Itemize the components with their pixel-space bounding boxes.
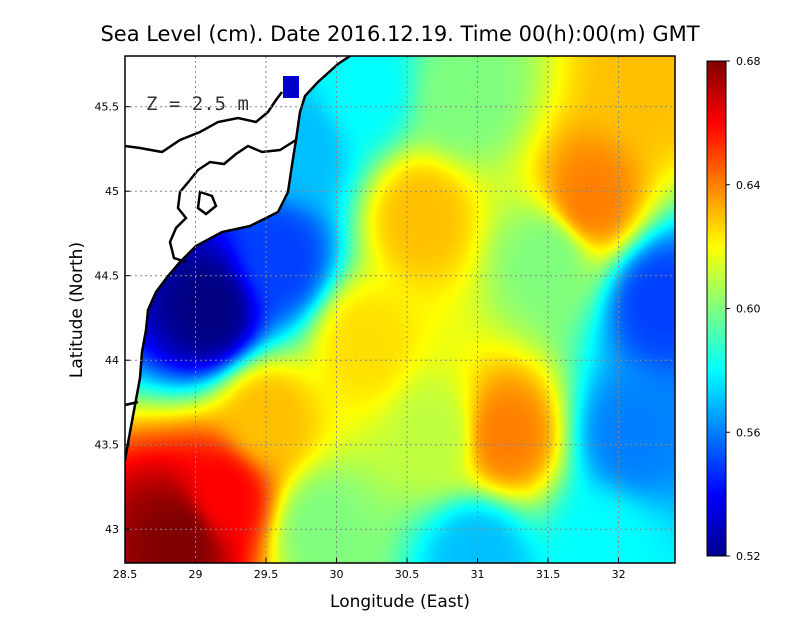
x-tick-label: 28.5 [113,568,138,581]
plot-frame [124,55,676,564]
map-title: Sea Level (cm). Date 2016.12.19. Time 00… [100,22,699,46]
colorbar-tick-label: 0.52 [736,550,761,563]
y-tick-label: 45.5 [95,101,120,114]
colorbar-tick-label: 0.56 [736,426,761,439]
depth-label: Z = 2.5 m [146,93,249,115]
x-tick-label: 30.5 [395,568,420,581]
colorbar-tick-label: 0.68 [736,55,761,68]
y-tick-label: 43.5 [95,439,120,452]
colorbar-tick-label: 0.60 [736,303,761,316]
x-axis-ticks: 28.5 29 29.5 30 30.5 31 31.5 32 [113,558,626,581]
y-axis-label: Latitude (North) [67,242,87,378]
x-tick-label: 29 [189,568,203,581]
x-tick-label: 31.5 [536,568,561,581]
x-tick-label: 30 [330,568,344,581]
y-axis-ticks: 43 43.5 44 44.5 45 45.5 [95,101,130,536]
y-tick-label: 44 [105,354,119,367]
colorbar-ticks: 0.52 0.56 0.60 0.64 0.68 [726,55,761,563]
y-tick-label: 44.5 [95,270,120,283]
grid-lines [125,56,675,563]
coastline [125,56,351,461]
x-axis-label: Longitude (East) [330,592,470,612]
x-tick-label: 31 [471,568,485,581]
x-tick-label: 32 [612,568,626,581]
colorbar-tick-label: 0.64 [736,179,761,192]
land-mask [125,56,350,460]
y-tick-label: 45 [105,185,119,198]
x-tick-label: 29.5 [254,568,279,581]
map-panel: 28.5 29 29.5 30 30.5 31 31.5 32 4343.54444.5454… [95,55,676,581]
y-tick-label: 43 [105,523,119,536]
colorbar-ramp [706,60,727,557]
bay-patch [283,76,299,98]
colorbar: 0.52 0.56 0.60 0.64 0.68 [706,55,761,563]
